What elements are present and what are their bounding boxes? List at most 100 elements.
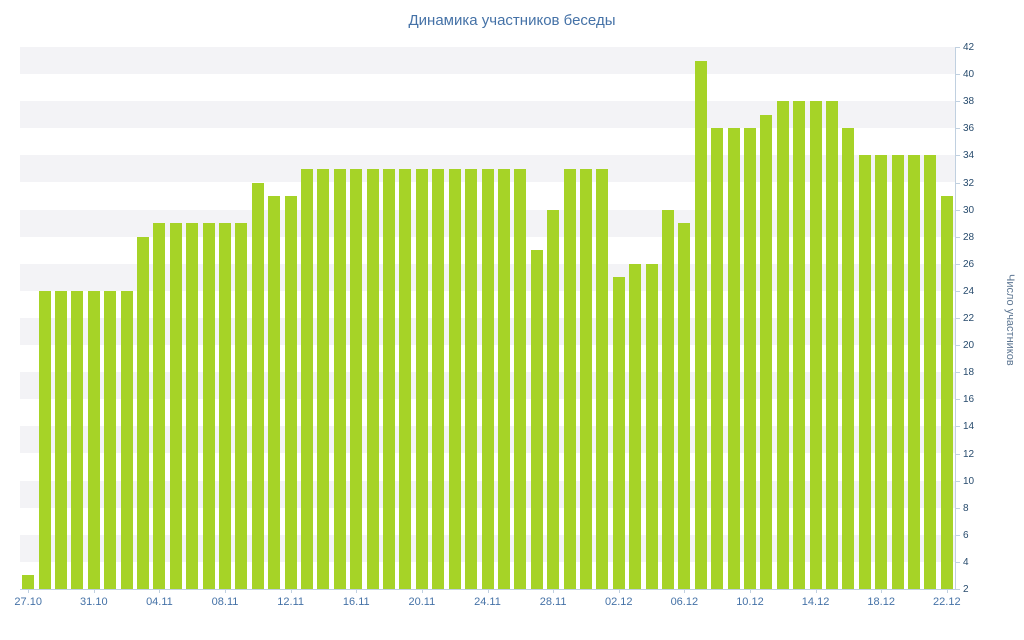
bar[interactable] (497, 168, 510, 589)
y-tick (955, 534, 960, 536)
x-tick (356, 589, 358, 593)
x-tick-label: 22.12 (933, 596, 961, 608)
x-tick-label: 18.12 (867, 596, 895, 608)
x-tick (618, 589, 620, 593)
bar[interactable] (235, 223, 248, 589)
bar[interactable] (481, 168, 494, 589)
bar[interactable] (317, 168, 330, 589)
y-tick-label: 40 (963, 69, 975, 81)
x-tick (815, 589, 817, 593)
bar[interactable] (251, 182, 264, 589)
x-tick-label: 02.12 (604, 596, 633, 608)
x-tick (881, 589, 883, 593)
y-tick-label: 8 (963, 502, 969, 514)
bar[interactable] (399, 168, 412, 589)
y-tick-label: 28 (963, 231, 975, 243)
x-tick-label: 06.12 (670, 596, 699, 608)
bar[interactable] (727, 128, 740, 589)
y-tick-label: 36 (963, 123, 975, 135)
bar[interactable] (22, 575, 35, 589)
bar[interactable] (87, 290, 100, 589)
bar[interactable] (924, 155, 937, 589)
bar[interactable] (432, 168, 445, 589)
bar[interactable] (202, 223, 215, 589)
bar[interactable] (530, 250, 543, 589)
bar[interactable] (875, 155, 888, 589)
bar[interactable] (629, 263, 642, 589)
bar[interactable] (301, 168, 314, 589)
bar[interactable] (891, 155, 904, 589)
bar[interactable] (366, 168, 379, 589)
bar[interactable] (71, 290, 84, 589)
y-tick (955, 480, 960, 482)
y-tick-label: 12 (963, 448, 975, 460)
bar[interactable] (448, 168, 461, 589)
bar[interactable] (940, 196, 953, 589)
y-tick-label: 20 (963, 340, 975, 352)
y-tick-label: 24 (963, 285, 975, 297)
y-tick (955, 318, 960, 319)
bar[interactable] (415, 168, 428, 589)
bar[interactable] (563, 168, 576, 589)
y-tick-label: 34 (963, 150, 975, 162)
bar[interactable] (645, 263, 658, 589)
bar[interactable] (350, 168, 363, 589)
y-tick (955, 128, 960, 130)
bar[interactable] (809, 101, 822, 589)
x-tick (225, 589, 227, 593)
y-tick-label: 22 (963, 313, 975, 324)
x-tick-label: 28.11 (539, 596, 567, 608)
bar[interactable] (169, 223, 182, 589)
y-tick-label: 18 (963, 367, 975, 379)
y-tick-label: 32 (963, 177, 975, 189)
bar[interactable] (579, 168, 592, 589)
y-tick-label: 42 (963, 42, 975, 53)
y-tick (955, 372, 960, 374)
bar[interactable] (825, 101, 838, 589)
bar[interactable] (153, 223, 166, 589)
bar[interactable] (120, 290, 133, 589)
x-tick-label: 27.10 (14, 596, 42, 608)
bar[interactable] (711, 128, 724, 589)
bar[interactable] (55, 290, 67, 589)
bar[interactable] (743, 128, 756, 589)
bar[interactable] (465, 168, 478, 589)
bar[interactable] (596, 168, 609, 589)
x-tick (684, 589, 686, 593)
bar[interactable] (333, 168, 346, 589)
bar[interactable] (104, 290, 117, 589)
bar[interactable] (907, 155, 920, 589)
y-tick-label: 4 (963, 556, 969, 568)
x-tick (946, 589, 948, 593)
bar[interactable] (793, 101, 806, 589)
bar[interactable] (760, 114, 773, 589)
bar[interactable] (661, 209, 674, 589)
x-tick-label: 04.11 (146, 596, 173, 608)
y-tick (955, 182, 960, 184)
bar[interactable] (694, 60, 707, 589)
bar[interactable] (858, 155, 871, 589)
bar[interactable] (186, 223, 199, 589)
bar[interactable] (383, 168, 396, 589)
bar[interactable] (776, 101, 789, 589)
x-tick (487, 589, 489, 593)
bar[interactable] (678, 223, 691, 589)
x-tick (290, 589, 292, 593)
y-axis-title: Число участников (1004, 274, 1016, 366)
bar[interactable] (137, 236, 150, 589)
bar[interactable] (38, 290, 51, 589)
x-tick-label: 31.10 (80, 596, 108, 608)
bar[interactable] (547, 209, 560, 589)
bar[interactable] (219, 223, 232, 589)
bar[interactable] (612, 277, 625, 589)
y-tick (955, 589, 960, 590)
bar[interactable] (514, 168, 527, 589)
bar[interactable] (842, 128, 855, 589)
y-tick (955, 209, 960, 211)
chart-title: Динамика участников беседы (408, 12, 616, 29)
x-tick (553, 589, 555, 593)
x-tick (421, 589, 423, 593)
bar[interactable] (268, 196, 281, 589)
bar[interactable] (284, 196, 297, 589)
